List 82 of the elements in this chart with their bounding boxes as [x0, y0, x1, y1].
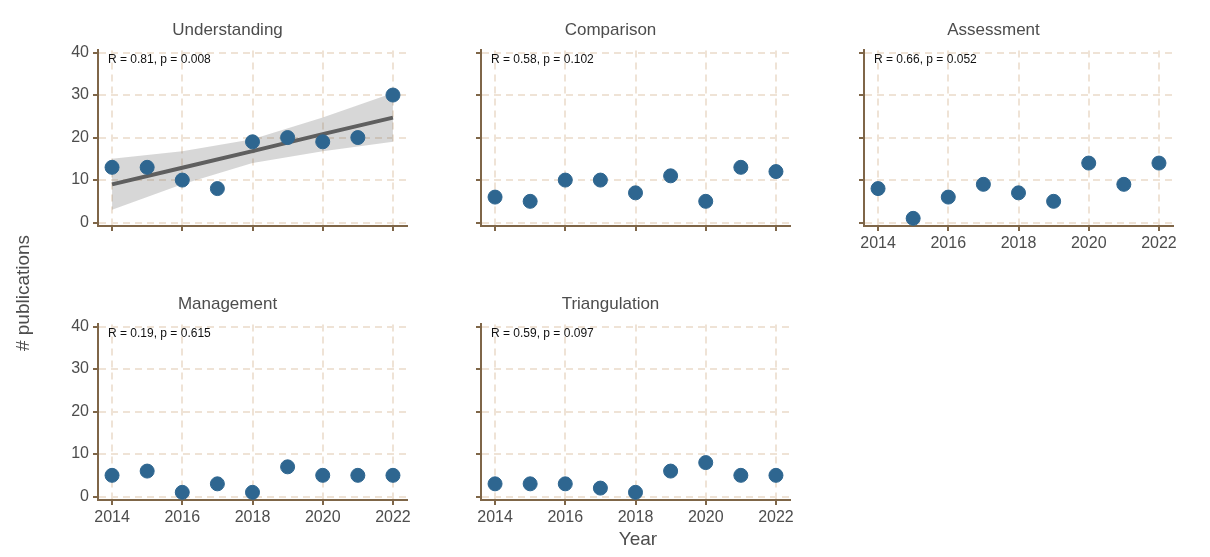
x-tick-label: 2022 — [1141, 234, 1177, 252]
point — [663, 463, 679, 479]
y-tick-label: 10 — [71, 170, 90, 188]
x-tick-label: 2020 — [687, 508, 724, 526]
point — [104, 159, 120, 175]
point — [315, 134, 331, 150]
x-tick-label: 2014 — [860, 234, 896, 252]
x-tick-label: 2022 — [758, 508, 794, 526]
point — [487, 189, 503, 205]
point — [522, 193, 538, 209]
point — [350, 467, 366, 483]
point — [733, 159, 749, 175]
annotation: R = 0.59, p = 0.097 — [491, 325, 595, 340]
y-tick-label: 30 — [71, 359, 90, 377]
y-tick-label: 10 — [71, 444, 90, 462]
point — [245, 134, 260, 150]
annotation: R = 0.19, p = 0.615 — [108, 325, 212, 340]
point — [592, 172, 608, 188]
point — [733, 467, 749, 483]
point — [698, 455, 714, 471]
y-tick-label: 40 — [71, 42, 90, 60]
point — [1011, 185, 1026, 201]
x-tick-label: 2014 — [94, 508, 130, 526]
point — [940, 189, 956, 205]
point — [870, 181, 886, 197]
annotation: R = 0.58, p = 0.102 — [491, 51, 595, 66]
point — [557, 476, 573, 492]
x-tick-label: 2016 — [547, 508, 584, 526]
point — [209, 181, 225, 197]
x-tick-label: 2014 — [477, 508, 513, 526]
chart-title: Management — [177, 293, 278, 313]
point — [905, 210, 921, 226]
point — [1116, 176, 1132, 192]
chart-title: Triangulation — [561, 293, 660, 313]
point — [385, 87, 401, 103]
y-tick-label: 20 — [71, 401, 90, 419]
annotation: R = 0.66, p = 0.052 — [874, 51, 978, 66]
point — [1151, 155, 1167, 171]
point — [522, 476, 538, 492]
point — [280, 459, 296, 475]
point — [663, 168, 679, 184]
point — [104, 467, 120, 483]
chart-title: Comparison — [564, 19, 657, 39]
point — [139, 463, 155, 479]
x-tick-label: 2018 — [617, 508, 654, 526]
point — [487, 476, 503, 492]
x-tick-label: 2022 — [375, 508, 411, 526]
point — [174, 172, 190, 188]
point — [975, 176, 991, 192]
point — [557, 172, 573, 188]
x-tick-label: 2016 — [930, 234, 967, 252]
point — [628, 185, 643, 201]
point — [209, 476, 225, 492]
point — [698, 193, 714, 209]
y-tick-label: 0 — [80, 213, 90, 230]
y-tick-label: 0 — [80, 487, 90, 504]
point — [350, 130, 366, 146]
x-tick-label: 2020 — [304, 508, 341, 526]
chart-title: Understanding — [172, 19, 283, 39]
x-tick-label: 2018 — [234, 508, 271, 526]
x-axis-title: Year — [618, 528, 658, 550]
annotation: R = 0.81, p = 0.008 — [108, 51, 212, 66]
y-tick-label: 20 — [71, 127, 90, 145]
point — [768, 467, 784, 483]
point — [1081, 155, 1097, 171]
point — [174, 484, 190, 500]
y-axis-title: # publications — [12, 234, 34, 352]
point — [628, 484, 643, 500]
chart-title: Assessment — [947, 19, 1041, 39]
point — [280, 130, 296, 146]
x-tick-label: 2018 — [1000, 234, 1037, 252]
x-tick-label: 2020 — [1070, 234, 1107, 252]
point — [1046, 193, 1062, 209]
point — [139, 159, 155, 175]
y-tick-label: 30 — [71, 85, 90, 103]
point — [385, 467, 401, 483]
y-tick-label: 40 — [71, 316, 90, 334]
point — [315, 467, 331, 483]
x-tick-label: 2016 — [164, 508, 201, 526]
point — [245, 484, 260, 500]
point — [592, 480, 608, 496]
point — [768, 164, 784, 180]
